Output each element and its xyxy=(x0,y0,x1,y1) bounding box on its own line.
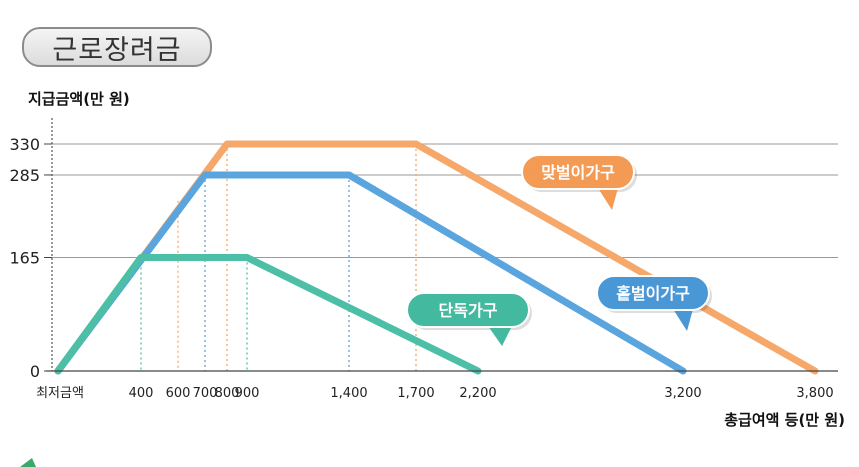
bubble-tail xyxy=(673,309,693,331)
y-tick-label: 0 xyxy=(30,362,40,381)
chart-title: 근로장려금 xyxy=(22,27,212,67)
x-tick-label: 3,200 xyxy=(664,386,701,401)
x-tick-label: 1,400 xyxy=(330,386,367,401)
bubble-tail xyxy=(488,326,512,346)
x-tick-label: 2,200 xyxy=(459,386,496,401)
y-tick-label: 165 xyxy=(9,249,40,268)
x-axis-label: 총급여액 등(만 원) xyxy=(724,411,845,429)
series-name: 맞벌이가구 xyxy=(541,163,615,182)
x-tick-label: 800 xyxy=(215,386,240,401)
corner-leaf-icon xyxy=(20,458,36,467)
series-name: 단독가구 xyxy=(439,301,498,320)
x-tick-label: 400 xyxy=(129,386,154,401)
series-label-bubble: 맞벌이가구 xyxy=(521,154,637,210)
x-tick-label-minimum: 최저금액 xyxy=(36,386,84,401)
y-axis-label: 지급금액(만 원) xyxy=(28,90,130,108)
series-name: 홑벌이가구 xyxy=(616,284,690,303)
y-tick-label: 330 xyxy=(9,135,40,154)
bubble-body xyxy=(596,275,710,311)
x-tick-label: 600 xyxy=(166,386,191,401)
y-tick-label: 285 xyxy=(9,166,40,185)
series-line xyxy=(54,171,687,375)
bubble-tail xyxy=(598,188,618,210)
bubble-body xyxy=(406,292,530,328)
x-tick-label: 1,700 xyxy=(397,386,434,401)
x-tick-label: 900 xyxy=(235,386,260,401)
series-line xyxy=(54,254,482,375)
x-tick-label: 3,800 xyxy=(796,386,833,401)
bubble-body xyxy=(521,154,635,190)
x-tick-label: 700 xyxy=(193,386,218,401)
series-label-bubble: 단독가구 xyxy=(406,292,532,346)
series-label-bubble: 홑벌이가구 xyxy=(596,275,712,331)
